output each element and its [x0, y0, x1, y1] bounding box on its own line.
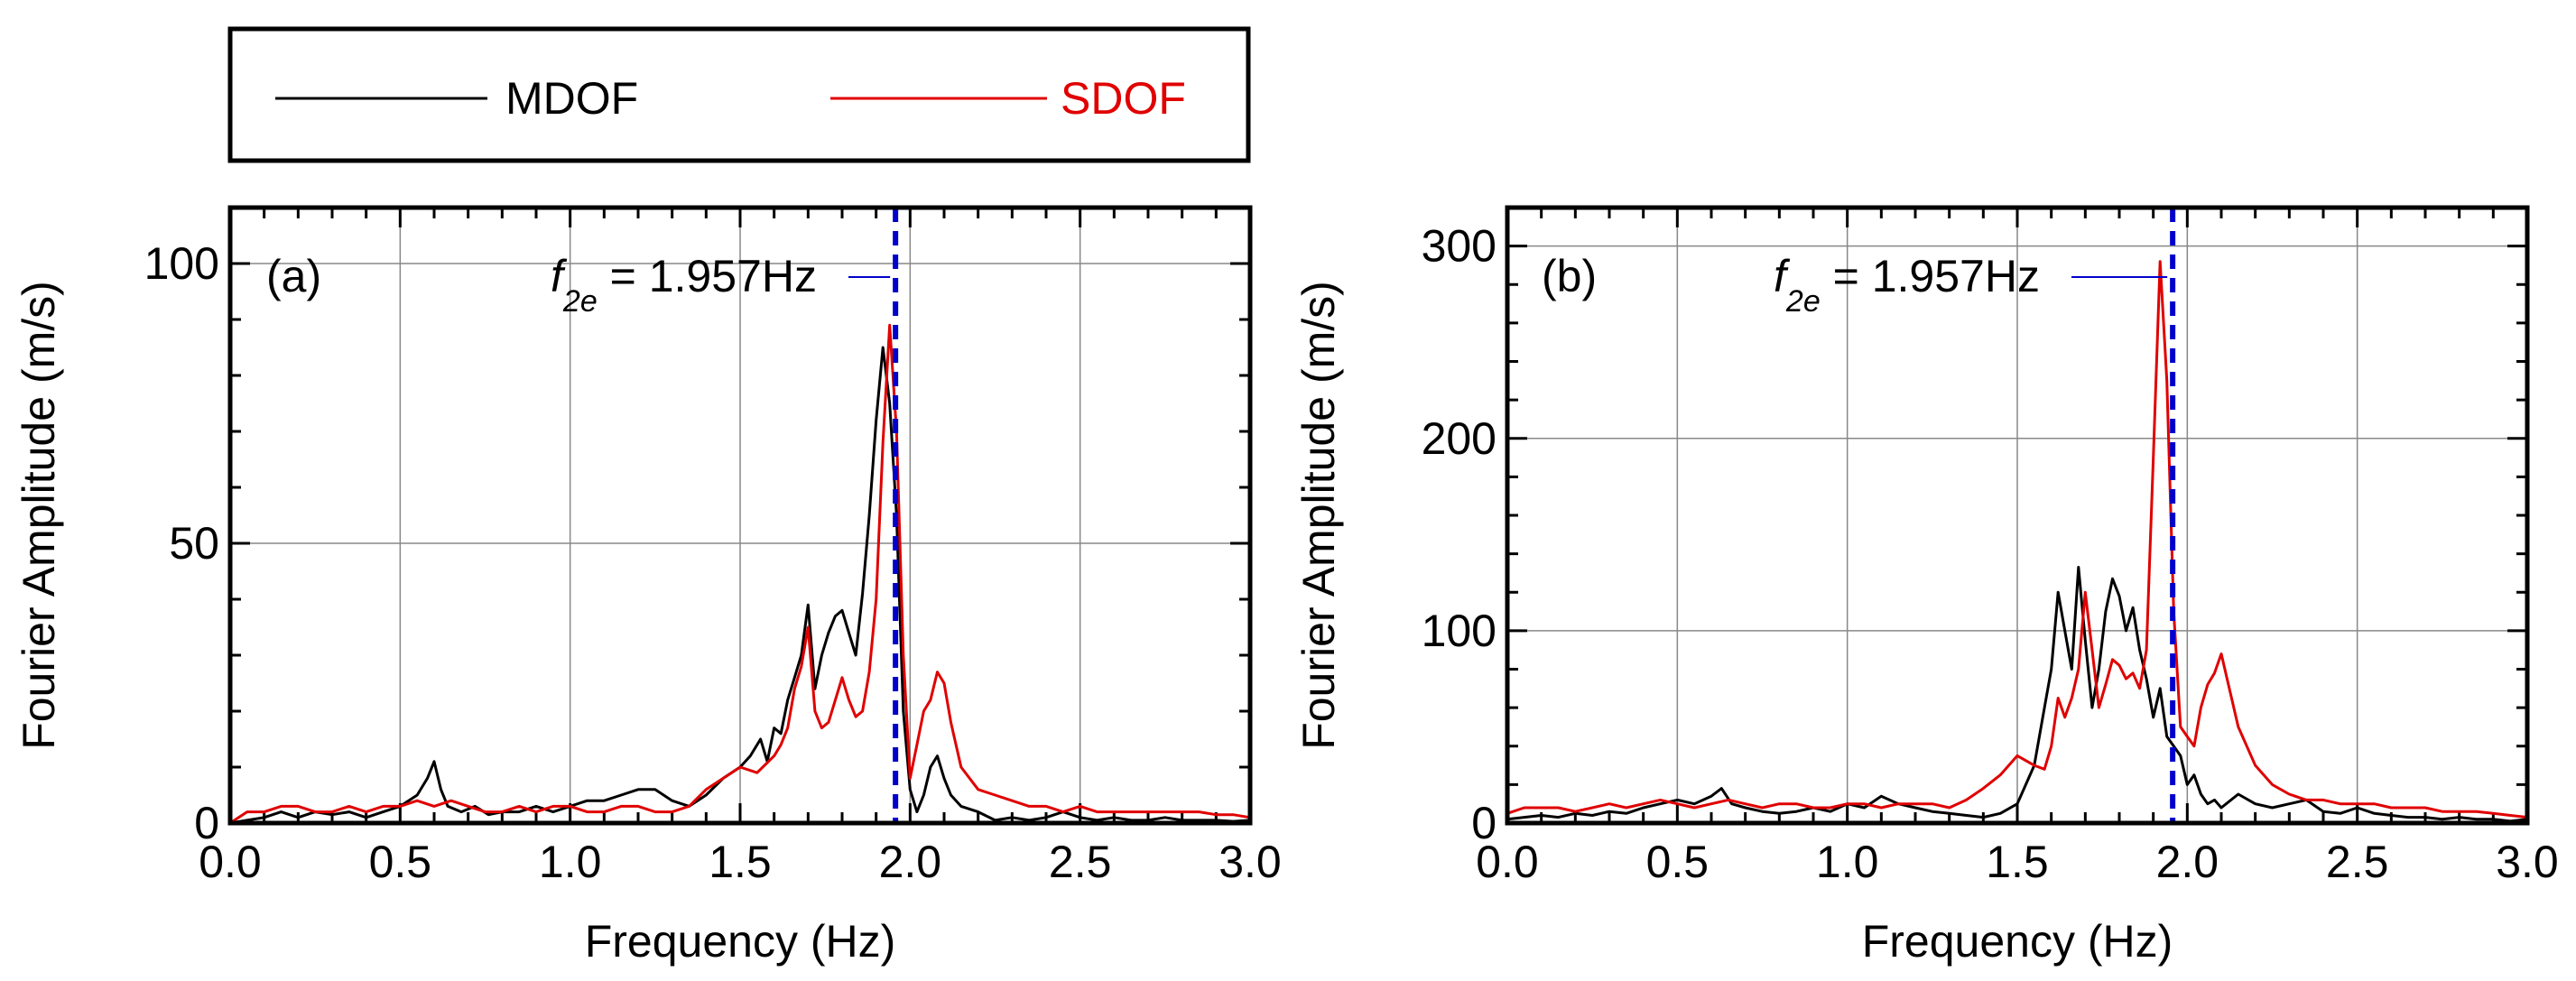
y-tick-label: 100: [144, 238, 219, 289]
x-tick-label: 1.5: [709, 837, 772, 887]
x-tick-label: 0.0: [199, 837, 262, 887]
x-tick-label: 0.5: [369, 837, 432, 887]
x-tick-label: 1.0: [1816, 837, 1879, 887]
y-tick-label: 0: [194, 798, 219, 848]
y-tick-label: 300: [1422, 221, 1496, 272]
series-line-sdof: [229, 323, 1251, 825]
panel-b: f2e = 1.957Hz (b) 0.0 0.5 1.0 1.5 2.0 2.5 3.0 0 10…: [1293, 205, 2559, 967]
f2e-annotation: f2e = 1.957Hz: [551, 251, 817, 319]
panel-a: f2e = 1.957Hz (a) 0.0 0.5 1.0 1.5 2.0 2.5 3.0 0 50…: [14, 205, 1282, 967]
x-tick-label: 3.0: [1219, 837, 1282, 887]
y-tick-label: 200: [1422, 413, 1496, 464]
series-line-mdof: [1506, 566, 2528, 823]
x-tick-label: 2.5: [2326, 837, 2389, 887]
panel-label: (a): [266, 251, 321, 301]
legend-mdof-label: MDOF: [505, 73, 638, 124]
x-tick-label: 2.5: [1049, 837, 1112, 887]
x-tick-label: 1.5: [1986, 837, 2049, 887]
x-axis-label: Frequency (Hz): [1862, 916, 2173, 967]
legend-sdof-label: SDOF: [1061, 73, 1186, 124]
series-line-sdof: [1506, 260, 2528, 819]
legend-frame: [227, 26, 1251, 163]
plot-frame: [227, 205, 1253, 826]
plot-frame: [1505, 205, 2530, 826]
x-tick-label: 0.0: [1476, 837, 1539, 887]
x-tick-label: 3.0: [2496, 837, 2559, 887]
grid: [230, 208, 1250, 823]
grid: [1507, 208, 2527, 823]
legend: MDOF SDOF: [227, 26, 1251, 163]
x-axis-label: Frequency (Hz): [585, 916, 896, 967]
x-tick-label: 2.0: [2156, 837, 2219, 887]
x-tick-label: 2.0: [879, 837, 942, 887]
y-tick-label: 50: [169, 518, 219, 569]
y-axis-label: Fourier Amplitude (m/s): [1293, 281, 1344, 750]
panel-label: (b): [1542, 251, 1597, 301]
f2e-annotation: f2e = 1.957Hz: [1774, 251, 2040, 319]
y-tick-label: 100: [1422, 606, 1496, 656]
x-tick-label: 0.5: [1646, 837, 1710, 887]
y-axis-label: Fourier Amplitude (m/s): [14, 281, 64, 750]
y-tick-label: 0: [1471, 798, 1496, 848]
series-line-mdof: [229, 346, 1251, 825]
x-tick-label: 1.0: [539, 837, 602, 887]
